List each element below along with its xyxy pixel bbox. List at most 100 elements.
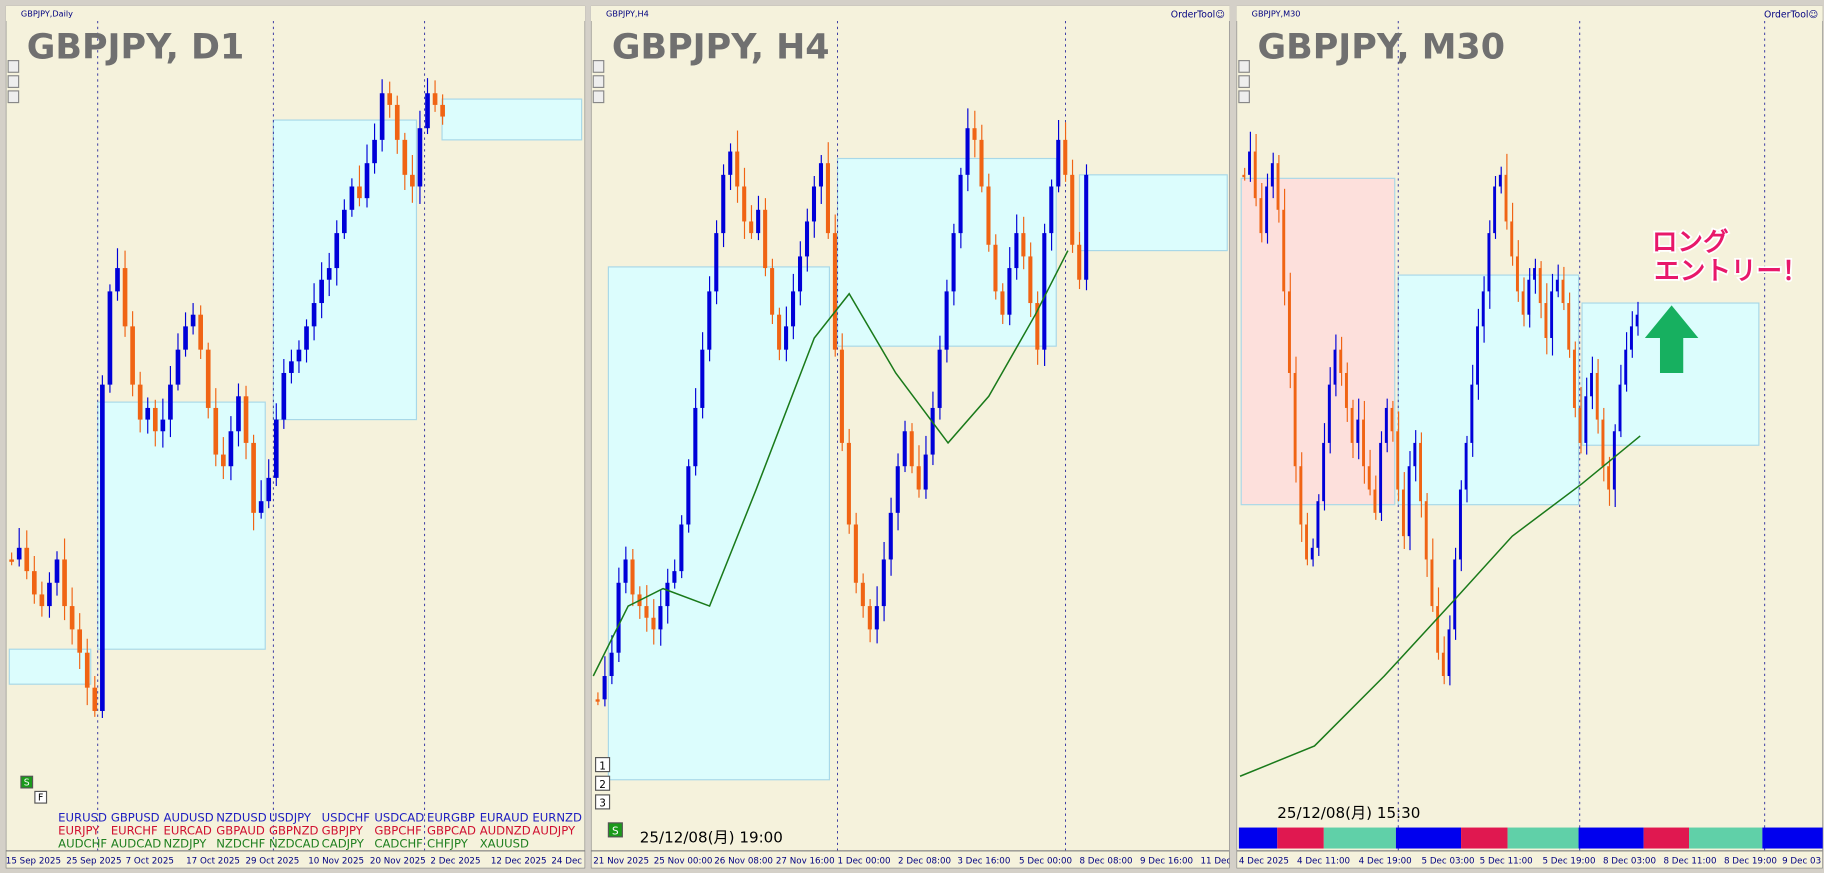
time-axis-label: 12 Dec 2025	[491, 857, 547, 867]
candle-body	[1544, 303, 1548, 339]
candle-body	[364, 163, 370, 199]
symbol-link[interactable]: GBPCAD	[427, 824, 476, 838]
time-axis-label: 20 Nov 2025	[370, 857, 426, 867]
candle-body	[1481, 291, 1485, 327]
tool-button-label[interactable]: 3	[599, 798, 606, 810]
session-bar	[1277, 827, 1324, 849]
scroll-button[interactable]	[592, 90, 605, 104]
scroll-button[interactable]	[592, 60, 605, 73]
tool-button[interactable]	[595, 794, 611, 810]
symbol-link[interactable]: XAUUSD	[480, 836, 529, 850]
candle-body	[205, 349, 211, 408]
symbol-link[interactable]: USDCAD	[374, 811, 424, 825]
symbol-link[interactable]: AUDNZD	[480, 824, 531, 838]
time-axis-label: 17 Oct 2025	[186, 857, 240, 867]
candle-body	[895, 466, 900, 513]
session-bar	[1323, 827, 1396, 849]
symbol-link[interactable]: NZDJPY	[164, 836, 208, 850]
symbol-link[interactable]: EURUSD	[58, 811, 107, 825]
candle-body	[1056, 139, 1061, 187]
tool-button-label[interactable]: 2	[599, 779, 606, 791]
candle-body	[937, 349, 942, 408]
scroll-button[interactable]	[7, 75, 20, 88]
zone-box	[8, 648, 92, 685]
candle-body	[1504, 174, 1508, 222]
tool-button[interactable]	[20, 775, 34, 789]
candle-body	[213, 407, 219, 455]
candle-body	[1327, 384, 1331, 443]
symbol-link[interactable]: USDCHF	[322, 811, 371, 825]
candle-body	[909, 431, 914, 467]
symbol-link[interactable]: AUDCAD	[111, 836, 161, 850]
candle-body	[1000, 291, 1005, 315]
tool-button-label[interactable]: F	[38, 793, 43, 804]
chart-panel: GBPJPY,M30 GBPJPY, M30 OrderTool☺ 4 Dec 202…	[1236, 5, 1823, 869]
scroll-button[interactable]	[7, 90, 20, 104]
symbol-link[interactable]: EURCAD	[164, 824, 212, 838]
symbol-link[interactable]: NZDCHF	[216, 836, 265, 850]
candle-body	[402, 139, 408, 175]
symbol-link[interactable]: EURGBP	[427, 811, 475, 825]
symbol-link[interactable]: EURNZD	[532, 811, 582, 825]
candle-body	[944, 291, 949, 350]
symbol-link[interactable]: CADCHF	[374, 836, 423, 850]
order-tool-label[interactable]: OrderTool☺	[1171, 9, 1225, 20]
symbol-link[interactable]: GBPAUD	[216, 824, 265, 838]
scroll-button[interactable]	[1238, 75, 1250, 88]
tool-button-label[interactable]: 1	[599, 760, 606, 772]
symbol-link[interactable]: EURCHF	[111, 824, 158, 838]
candle-body	[679, 524, 684, 572]
order-tool-label[interactable]: OrderTool☺	[1764, 9, 1818, 20]
candle-body	[1618, 384, 1622, 432]
candle-body	[1510, 221, 1514, 257]
candle-body	[1042, 233, 1047, 350]
symbol-link[interactable]: GBPJPY	[322, 824, 364, 838]
tool-button[interactable]	[595, 775, 611, 791]
time-axis-label: 27 Nov 16:00	[776, 857, 835, 867]
candle-body	[1470, 384, 1474, 443]
candle-body	[1070, 174, 1075, 245]
symbol-link[interactable]: NZDUSD	[216, 811, 266, 825]
candle-body	[1601, 419, 1605, 467]
zone-box	[1078, 174, 1228, 252]
tool-button[interactable]	[595, 757, 611, 773]
candle-body	[735, 151, 740, 187]
symbol-link[interactable]: EURJPY	[58, 824, 100, 838]
tool-button[interactable]	[607, 822, 623, 838]
symbol-link[interactable]: EURAUD	[480, 811, 529, 825]
symbol-link[interactable]: AUDUSD	[164, 811, 214, 825]
symbol-link[interactable]: CHFJPY	[427, 836, 469, 850]
candle-body	[839, 349, 844, 443]
candle-body	[951, 233, 956, 292]
candle-body	[1550, 291, 1553, 339]
session-bar	[1643, 827, 1690, 849]
candle-body	[749, 221, 754, 234]
tool-button-label[interactable]: S	[612, 826, 619, 838]
symbol-link[interactable]: AUDJPY	[532, 824, 576, 838]
tool-button[interactable]	[34, 790, 48, 804]
symbol-link[interactable]: AUDCHF	[58, 836, 107, 850]
symbol-link[interactable]: GBPCHF	[374, 824, 422, 838]
symbol-link[interactable]: CADJPY	[322, 836, 365, 850]
candle-body	[281, 372, 287, 420]
scroll-button[interactable]	[1238, 60, 1250, 73]
time-axis-label: 4 Dec 19:00	[1359, 857, 1412, 867]
symbol-link[interactable]: NZDCAD	[269, 836, 320, 850]
candle-body	[1441, 652, 1445, 677]
candle-body	[1555, 279, 1559, 292]
symbol-link[interactable]: USDJPY	[269, 811, 312, 825]
candle-body	[700, 349, 705, 408]
scroll-button[interactable]	[7, 60, 20, 73]
symbol-link[interactable]: GBPUSD	[111, 811, 160, 825]
tool-button-label[interactable]: S	[24, 778, 30, 789]
candle-body	[258, 501, 264, 513]
symbol-link[interactable]: GBPNZD	[269, 824, 319, 838]
candle-body	[69, 606, 75, 630]
scroll-button[interactable]	[1238, 90, 1250, 104]
candle-body	[1077, 244, 1082, 280]
scroll-button[interactable]	[592, 75, 605, 88]
candle-body	[62, 559, 67, 607]
time-axis-label: 5 Dec 03:00	[1422, 857, 1475, 867]
candle-body	[1590, 372, 1593, 397]
candle-body	[930, 407, 935, 455]
